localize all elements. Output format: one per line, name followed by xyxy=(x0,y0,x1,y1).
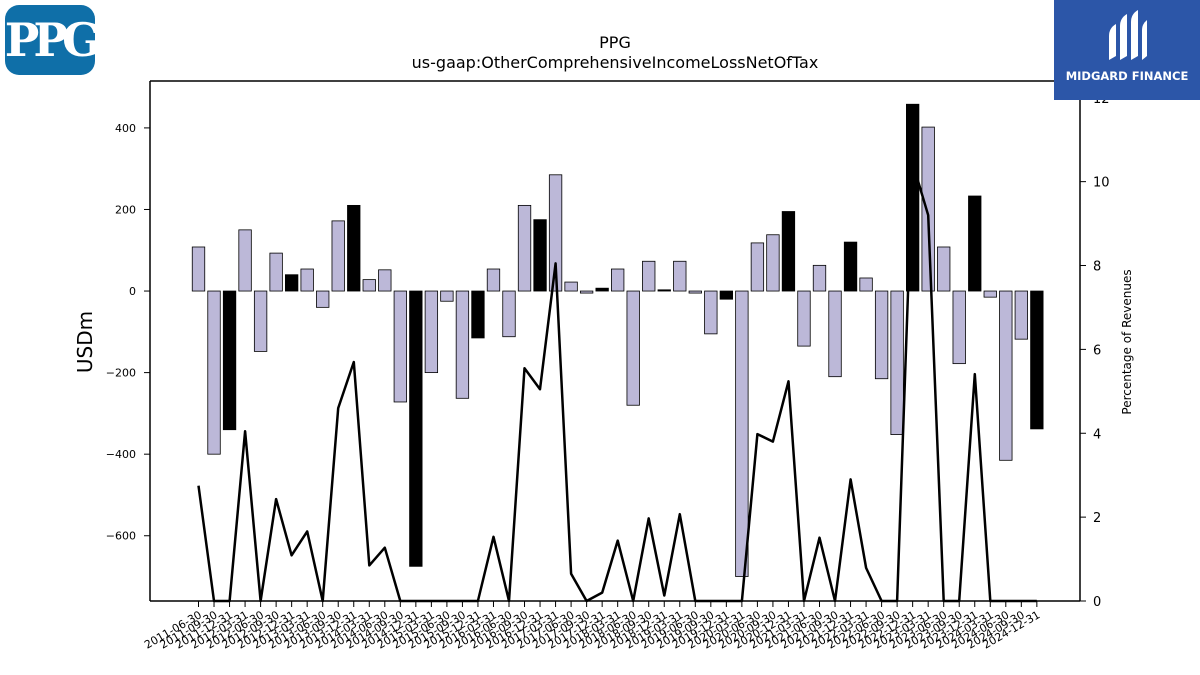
bar xyxy=(455,290,470,399)
bar xyxy=(704,290,718,335)
bar xyxy=(471,290,485,339)
bar-series xyxy=(191,103,1044,577)
y2-tick-label: 4 xyxy=(1093,427,1101,442)
bar xyxy=(626,290,640,406)
bar xyxy=(859,277,873,292)
bar xyxy=(719,290,733,300)
bar xyxy=(642,260,656,292)
y-tick-label: 400 xyxy=(115,122,136,135)
bar xyxy=(238,229,252,292)
bar xyxy=(486,268,501,292)
midgard-finance-logo: MIDGARD FINANCE xyxy=(1054,0,1200,100)
y-tick-label: 0 xyxy=(129,285,136,298)
bar xyxy=(921,126,935,292)
bar xyxy=(937,246,951,292)
y2-tick-label: 2 xyxy=(1093,511,1101,526)
bar xyxy=(1014,290,1028,340)
bar xyxy=(347,204,361,292)
bar xyxy=(611,268,625,292)
bar xyxy=(1030,290,1044,430)
midgard-wordmark: MIDGARD FINANCE xyxy=(1065,69,1189,83)
bar xyxy=(999,290,1013,461)
bar xyxy=(362,279,376,292)
bar xyxy=(253,290,268,352)
bar xyxy=(828,290,842,378)
bar xyxy=(517,204,532,292)
bar xyxy=(502,290,516,338)
y-tick-label: −200 xyxy=(106,367,136,380)
bar xyxy=(766,234,780,292)
bar xyxy=(269,252,283,292)
y-tick-label: −600 xyxy=(106,530,136,543)
bar xyxy=(968,195,982,292)
midgard-logo-icon xyxy=(1109,10,1147,60)
ppg-logo-mark: PPG xyxy=(4,13,101,67)
bar xyxy=(890,290,904,436)
bar xyxy=(797,290,811,347)
bar xyxy=(316,290,330,308)
bar xyxy=(843,241,858,292)
revenue-percentage-line xyxy=(197,161,1037,603)
bar xyxy=(207,290,221,455)
bar xyxy=(564,281,578,292)
bar xyxy=(222,290,237,431)
ppg-logo: PPG xyxy=(4,5,101,75)
bar xyxy=(657,289,671,292)
y-axis-label: USDm xyxy=(73,311,97,373)
y-axis-ticks: 400 200 0 −200 −400 −600 xyxy=(106,122,150,543)
chart-subtitle: us-gaap:OtherComprehensiveIncomeLossNetO… xyxy=(412,53,819,72)
y2-tick-label: 10 xyxy=(1093,176,1110,191)
y2-axis-ticks: 024681012 xyxy=(1080,92,1110,610)
bar xyxy=(409,290,423,567)
bar xyxy=(812,264,827,292)
y-tick-label: 200 xyxy=(115,203,136,216)
bar xyxy=(595,287,609,292)
bar xyxy=(424,290,439,374)
bar xyxy=(579,290,594,294)
bar xyxy=(735,290,749,577)
bar xyxy=(952,290,966,365)
x-axis-ticks: 2011-06-302011-09-302011-12-312012-03-31… xyxy=(142,601,1042,652)
bar xyxy=(688,290,702,294)
bar xyxy=(750,242,765,292)
y2-axis-label: Percentage of Revenues xyxy=(1120,269,1134,414)
bar xyxy=(331,220,345,292)
bar xyxy=(874,290,889,380)
y-tick-label: −400 xyxy=(106,448,136,461)
bar xyxy=(191,246,206,292)
y2-tick-label: 6 xyxy=(1093,343,1101,358)
bar xyxy=(300,268,314,292)
bar xyxy=(983,290,997,298)
bar xyxy=(284,274,299,292)
bar xyxy=(673,260,687,292)
bar xyxy=(440,290,454,302)
bar xyxy=(378,269,392,292)
y2-tick-label: 0 xyxy=(1093,595,1101,610)
bar xyxy=(548,174,563,292)
bar xyxy=(781,211,796,292)
bar xyxy=(393,290,407,403)
bar xyxy=(533,219,547,292)
chart-title: PPG xyxy=(599,33,631,52)
y2-tick-label: 8 xyxy=(1093,260,1101,275)
